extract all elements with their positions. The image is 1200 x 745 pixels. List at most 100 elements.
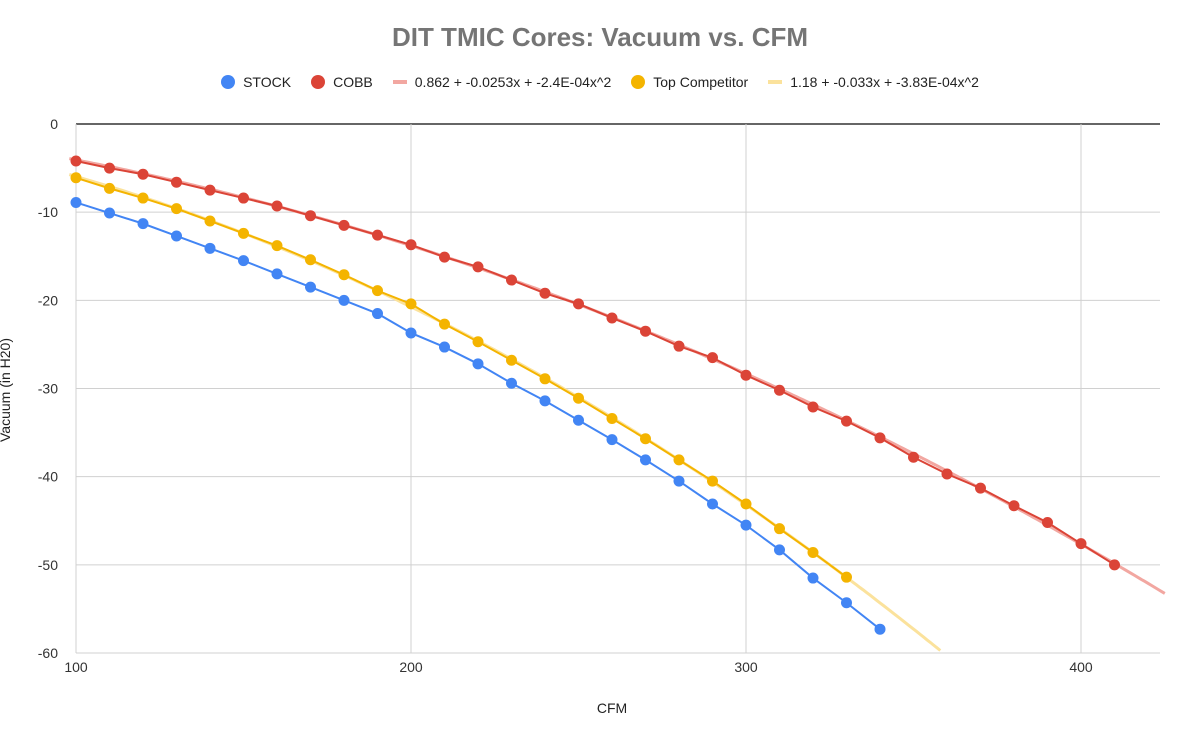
legend-marker-cobb [311,75,326,89]
data-point [841,597,852,609]
data-point [673,475,685,487]
data-point [405,239,417,251]
legend-item-cobb[interactable]: COBB [311,74,373,90]
data-point [975,482,986,494]
data-point [1109,559,1120,571]
data-point [472,261,484,273]
data-point [707,498,718,510]
data-point [405,298,417,310]
data-point [338,219,350,231]
legend-label: 1.18 + -0.033x + -3.83E-04x^2 [790,74,979,90]
data-point [238,192,249,204]
data-point [539,287,551,299]
data-point [372,229,383,241]
data-point [271,200,283,212]
legend-marker-competitor [631,75,646,89]
y-tick-label: -50 [38,557,58,573]
data-point [70,172,82,184]
x-tick-label: 100 [64,659,88,675]
legend-item-competitor[interactable]: Top Competitor [631,74,748,90]
data-point [774,523,785,535]
data-point [874,432,886,444]
data-point [740,519,752,531]
data-point [405,327,417,339]
data-point [573,298,584,310]
data-point [271,268,283,280]
data-point [338,269,350,281]
legend-label: COBB [333,74,373,90]
data-point [740,369,752,381]
y-axis-label: Vacuum (in H20) [0,338,13,442]
data-point [137,218,149,230]
data-point [673,340,685,352]
data-point [941,468,953,480]
data-point [372,285,383,297]
data-point [573,392,584,404]
data-point [1008,500,1020,512]
data-point [841,571,852,583]
data-point [874,623,886,635]
data-point [204,242,216,254]
legend-marker-cobb-trend [392,80,407,84]
legend: STOCK COBB 0.862 + -0.0253x + -2.4E-04x^… [0,74,1200,90]
data-point [70,155,82,167]
data-point [439,341,450,353]
data-point [305,254,316,266]
legend-item-cobb-trend[interactable]: 0.862 + -0.0253x + -2.4E-04x^2 [392,74,612,90]
y-tick-label: -30 [38,381,58,397]
legend-item-competitor-trend[interactable]: 1.18 + -0.033x + -3.83E-04x^2 [768,74,979,90]
y-tick-label: -20 [38,292,58,308]
data-point [807,546,819,558]
data-point [506,354,517,366]
data-point [539,373,551,385]
y-tick-label: -10 [38,204,58,220]
data-point [640,433,651,445]
data-point [104,162,115,174]
data-point [171,176,182,188]
data-point [104,182,115,194]
legend-label: Top Competitor [653,74,749,90]
data-point [171,230,182,242]
legend-marker-competitor-trend [768,80,783,84]
data-point [506,377,517,389]
data-point [171,203,182,215]
y-tick-label: 0 [50,116,58,132]
data-point [338,294,350,306]
legend-label: STOCK [243,74,292,90]
y-tick-label: -40 [38,469,58,485]
data-point [439,318,450,330]
data-point [774,384,785,396]
data-point [841,415,852,427]
trendline-0 [69,157,1166,595]
data-point [238,255,249,267]
series-line-top-competitor [75,176,848,578]
legend-item-stock[interactable]: STOCK [221,74,291,90]
data-point [573,414,584,426]
x-axis-label: CFM [597,700,627,716]
data-point [137,192,149,204]
y-tick-label: -60 [38,645,58,661]
chart-title: DIT TMIC Cores: Vacuum vs. CFM [391,22,809,52]
data-point [439,251,450,263]
data-point [104,207,115,219]
data-point [271,240,283,252]
data-point [472,336,484,348]
data-point [137,168,149,180]
data-point [472,358,484,370]
x-tick-label: 400 [1069,659,1093,675]
x-tick-label: 300 [734,659,758,675]
data-point [305,281,316,293]
data-point [506,274,517,286]
series-line-cobb [75,160,1116,566]
data-point [606,312,618,324]
data-point [707,352,718,364]
data-point [305,210,316,222]
legend-label: 0.862 + -0.0253x + -2.4E-04x^2 [414,74,612,90]
data-point [673,454,685,466]
data-point [204,184,216,196]
data-point [807,572,819,584]
legend-marker-stock [221,75,236,89]
data-point [640,454,651,466]
data-point [238,227,249,239]
